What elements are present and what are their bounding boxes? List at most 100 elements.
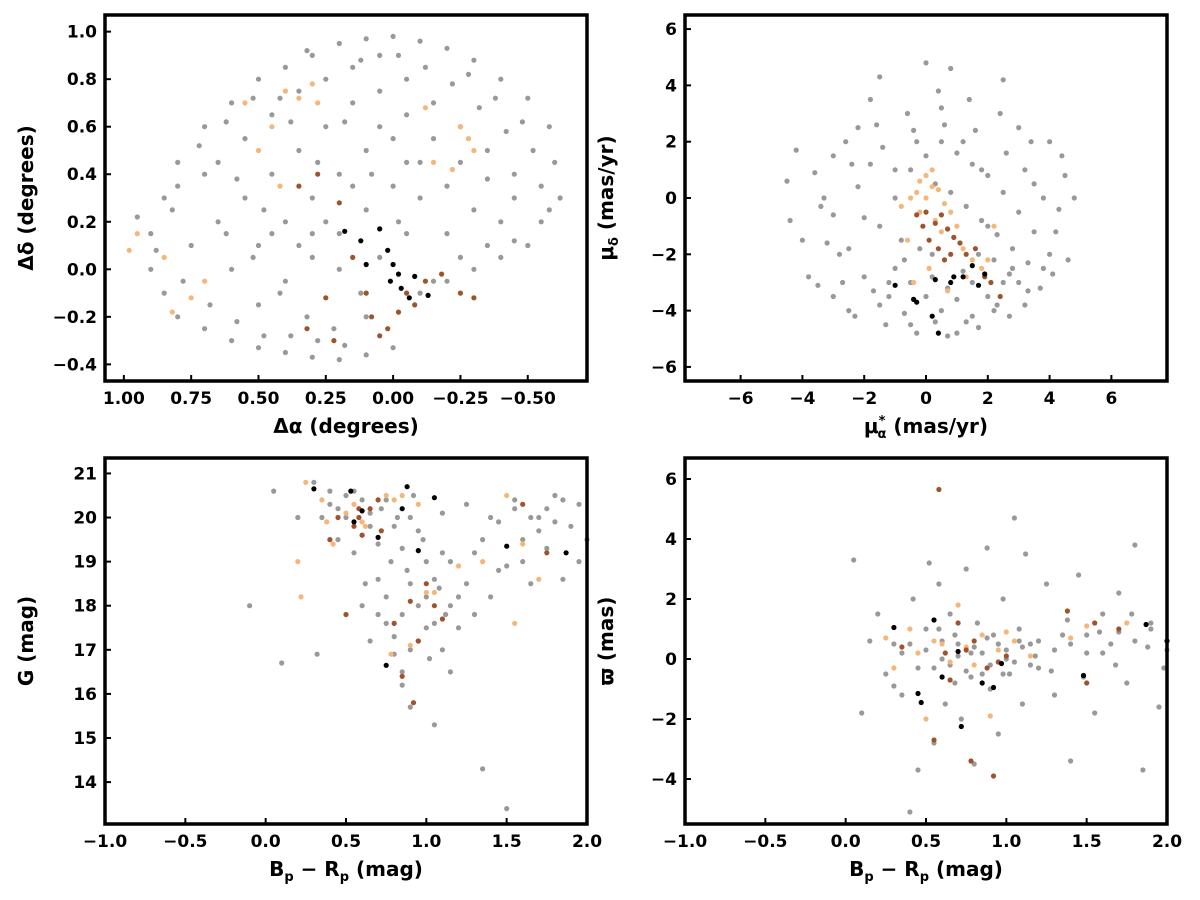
data-point-field <box>269 231 275 237</box>
data-point-light-member <box>995 647 1001 653</box>
data-point-field <box>1071 195 1077 201</box>
data-point-field <box>148 266 154 272</box>
data-point-field <box>963 566 969 572</box>
data-point-field <box>1037 285 1043 291</box>
data-point-field <box>557 195 563 201</box>
data-point-field <box>1156 704 1162 710</box>
data-point-field <box>979 167 985 173</box>
data-point-mid-member <box>359 532 365 538</box>
data-point-field <box>1040 265 1046 271</box>
data-point-field <box>1000 671 1006 677</box>
y-axis-label: ϖ (mas) <box>594 597 618 686</box>
data-point-core-member <box>935 330 942 336</box>
data-point-field <box>830 153 836 159</box>
data-point-core-member <box>979 680 985 686</box>
data-point-core-member <box>363 261 369 268</box>
y-tick-label: 21 <box>73 464 97 484</box>
data-point-field <box>431 576 437 582</box>
data-point-field <box>899 692 905 698</box>
data-point-field <box>423 559 429 565</box>
data-point-field <box>1064 617 1070 623</box>
y-tick-label: −0.2 <box>53 308 97 328</box>
data-point-field <box>875 611 881 617</box>
data-point-field <box>958 716 964 722</box>
data-point-light-member <box>303 479 309 485</box>
data-point-field <box>367 523 373 529</box>
data-point-field <box>1113 662 1119 668</box>
data-point-field <box>417 159 423 165</box>
panel-proper-motion: −6 −4 −2 0 2 4 6 −6 −4 −2 0 2 4 6 μ* α (mas/yr) μδ (mas/… <box>594 13 1169 442</box>
data-point-light-member <box>935 187 942 193</box>
data-point-mid-member <box>1092 620 1098 626</box>
x-tick-label: 1.00 <box>103 389 145 409</box>
data-point-light-member <box>931 638 937 644</box>
data-point-field <box>363 36 369 42</box>
data-point-field <box>525 242 531 249</box>
data-point-field <box>1006 671 1013 677</box>
x-axis-label: Bp − Rp (mag) <box>849 857 1003 885</box>
data-point-field <box>984 545 990 551</box>
data-point-field <box>877 302 883 308</box>
data-point-field <box>852 313 858 319</box>
data-point-field <box>399 545 405 552</box>
y-tick-label: −0.4 <box>53 355 98 375</box>
data-point-field <box>855 184 861 190</box>
x-tick-label: −0.25 <box>432 389 488 409</box>
data-point-field <box>536 528 542 534</box>
data-point-field <box>901 310 908 316</box>
data-point-field <box>1000 77 1006 83</box>
data-point-field <box>1016 638 1022 644</box>
data-point-field <box>971 644 977 650</box>
data-point-field <box>407 647 413 653</box>
y-tick-label: 2 <box>665 590 677 610</box>
data-point-field <box>1009 246 1016 252</box>
panel-color-parallax: −1.0 −0.5 0.0 0.5 1.0 1.5 2.0 −4 −2 0 2 4 6 Bp − Rp (… <box>594 456 1182 885</box>
data-point-core-member <box>398 285 404 291</box>
x-tick-label: 0.75 <box>170 389 212 409</box>
data-point-field <box>250 95 256 101</box>
data-point-field <box>1016 279 1022 286</box>
data-point-field <box>288 119 294 125</box>
data-point-mid-member <box>1003 653 1009 659</box>
data-point-field <box>447 669 453 675</box>
data-point-field <box>417 195 423 201</box>
y-tick-label: −2 <box>651 245 677 265</box>
data-point-field <box>560 576 566 582</box>
y-tick-label: −6 <box>651 358 677 378</box>
data-point-field <box>439 550 445 556</box>
x-tick-label: 0.00 <box>372 389 414 409</box>
data-point-field <box>512 506 518 512</box>
data-point-field <box>877 74 883 80</box>
data-point-field <box>431 722 437 728</box>
data-point-field <box>336 231 342 237</box>
data-point-field <box>296 88 302 94</box>
data-point-light-member <box>512 620 518 627</box>
x-tick-label: −0.50 <box>500 389 556 409</box>
data-point-light-member <box>298 594 304 600</box>
data-point-field <box>269 112 275 118</box>
data-point-field <box>1140 767 1146 773</box>
data-point-light-member <box>1124 620 1130 626</box>
data-point-field <box>277 95 283 101</box>
data-point-field <box>282 349 288 356</box>
y-tick-label: 0.4 <box>67 165 97 185</box>
data-point-field <box>519 119 526 125</box>
data-point-mid-member <box>407 598 413 604</box>
data-point-light-member <box>1084 623 1090 629</box>
data-point-field <box>404 76 410 82</box>
data-point-mid-member <box>963 647 969 653</box>
data-point-field <box>314 651 320 657</box>
data-point-field <box>886 293 892 300</box>
data-point-field <box>968 674 974 680</box>
data-point-light-member <box>911 279 917 286</box>
data-point-light-member <box>1011 638 1018 644</box>
x-tick-label: −1.0 <box>663 832 708 852</box>
data-point-field <box>1032 653 1038 659</box>
x-tick-label: 1.0 <box>411 832 441 852</box>
data-point-field <box>358 290 364 296</box>
data-point-field <box>984 635 990 641</box>
data-point-field <box>202 326 208 332</box>
data-point-field <box>134 214 140 220</box>
data-point-field <box>891 683 897 689</box>
data-point-light-member <box>979 632 985 638</box>
